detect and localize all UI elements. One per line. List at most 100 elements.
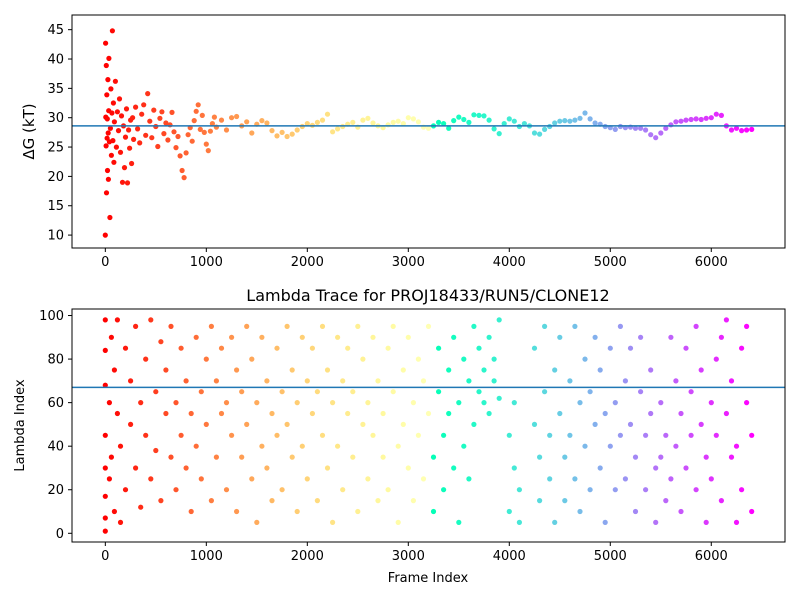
delta-g-point — [658, 130, 664, 136]
lambda-point — [108, 334, 114, 340]
delta-g-point — [103, 62, 109, 69]
lambda-point — [537, 498, 543, 504]
lambda-point — [234, 508, 240, 515]
delta-g-point — [294, 127, 300, 133]
delta-g-point — [360, 117, 366, 123]
delta-g-point — [130, 115, 136, 121]
lambda-point — [249, 476, 255, 482]
lambda-point — [648, 410, 654, 417]
lambda-point — [360, 421, 366, 427]
lambda-point — [607, 345, 613, 351]
lambda-x-tick-label: 4000 — [493, 549, 526, 564]
delta-g-point — [112, 78, 118, 84]
lambda-point — [436, 389, 442, 395]
lambda-point — [542, 323, 548, 329]
delta-g-point — [446, 125, 452, 131]
lambda-point — [365, 476, 371, 482]
delta-g-points — [102, 28, 755, 238]
delta-g-point — [698, 116, 704, 123]
delta-g-point — [111, 159, 117, 165]
lambda-point — [668, 476, 674, 482]
delta-g-point — [673, 119, 679, 125]
delta-g-point — [567, 118, 573, 124]
lambda-point — [471, 421, 477, 427]
delta-g-point — [104, 167, 111, 174]
delta-g-point — [143, 132, 149, 138]
delta-g-point — [118, 113, 125, 119]
lambda-point — [294, 400, 300, 406]
delta-g-point — [124, 180, 131, 186]
lambda-point — [456, 519, 462, 526]
delta-g-point — [501, 121, 507, 127]
delta-g-point — [223, 127, 230, 133]
lambda-point — [269, 498, 275, 504]
delta-g-point — [135, 126, 141, 132]
delta-g-panel: 0 1000 2000 3000 4000 5000 6000 10 15 20 25 30 35 40… — [20, 14, 786, 270]
lambda-point — [577, 508, 583, 515]
lambda-point — [602, 519, 608, 526]
lambda-point — [158, 339, 164, 345]
delta-g-point — [103, 40, 109, 46]
lambda-point — [259, 334, 265, 340]
lambda-point — [400, 367, 406, 373]
lambda-point — [218, 345, 225, 351]
lambda-point — [223, 487, 230, 493]
delta-g-point — [708, 115, 714, 121]
delta-g-point — [114, 109, 120, 115]
delta-g-y-ticks: 10 15 20 25 30 35 40 45 — [47, 23, 72, 244]
delta-g-point — [147, 118, 153, 124]
lambda-point — [481, 367, 487, 373]
delta-g-point — [189, 138, 195, 144]
delta-g-point — [161, 131, 167, 137]
delta-g-point — [111, 119, 117, 125]
lambda-point — [663, 432, 669, 438]
delta-g-x-tick-label: 0 — [101, 255, 109, 270]
delta-g-point — [155, 143, 161, 150]
lambda-point — [188, 508, 194, 515]
lambda-point — [622, 476, 629, 482]
lambda-point — [299, 443, 305, 449]
lambda-point — [223, 400, 230, 406]
delta-g-point — [335, 126, 341, 132]
lambda-point — [673, 443, 679, 449]
delta-g-point — [370, 120, 376, 126]
lambda-point — [117, 443, 124, 449]
lambda-point — [158, 498, 164, 504]
delta-g-point — [173, 145, 179, 151]
lambda-point — [375, 498, 381, 504]
delta-g-point — [259, 118, 265, 124]
lambda-point — [178, 432, 184, 438]
delta-g-y-tick-label: 20 — [47, 170, 64, 185]
lambda-point — [314, 389, 320, 395]
lambda-point — [607, 443, 613, 449]
delta-g-point — [678, 118, 684, 124]
lambda-point — [728, 454, 735, 460]
delta-g-point — [264, 120, 270, 126]
delta-g-point — [415, 119, 421, 125]
lambda-point — [375, 378, 381, 384]
lambda-point — [168, 323, 174, 329]
lambda-point — [106, 476, 112, 482]
delta-g-point — [511, 118, 517, 124]
lambda-point — [733, 443, 740, 449]
delta-g-axes-frame — [71, 14, 786, 249]
delta-g-point — [703, 115, 709, 121]
lambda-point — [244, 421, 250, 427]
lambda-point — [688, 389, 694, 395]
delta-g-point — [105, 77, 111, 83]
lambda-point — [153, 389, 159, 395]
lambda-point — [567, 378, 573, 384]
delta-g-point — [688, 116, 694, 123]
delta-g-point — [159, 109, 165, 115]
lambda-point — [289, 454, 295, 460]
delta-g-point — [330, 129, 336, 135]
delta-g-point — [201, 129, 207, 135]
lambda-point — [122, 487, 129, 493]
lambda-point — [511, 400, 517, 406]
delta-g-point — [171, 129, 177, 135]
lambda-point — [547, 476, 553, 482]
lambda-point — [622, 378, 629, 384]
delta-g-point — [577, 115, 583, 121]
delta-g-point — [744, 127, 750, 133]
delta-g-point — [269, 128, 275, 134]
